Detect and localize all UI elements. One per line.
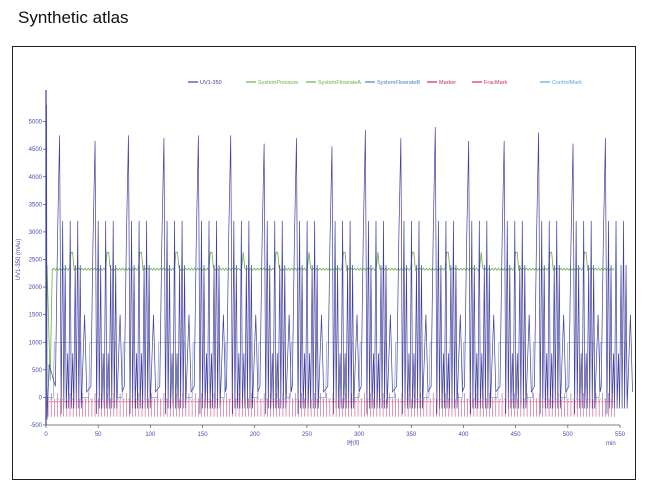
y-axis-label: UV1-350 (mAu)	[16, 239, 22, 281]
y-tick-label: 4500	[29, 147, 43, 153]
y-tick-label: 2500	[29, 258, 43, 264]
y-tick-label: 5000	[29, 120, 43, 126]
x-tick-label: 300	[354, 432, 365, 438]
y-tick-label: 0	[39, 395, 43, 401]
y-tick-label: 1500	[29, 313, 43, 319]
legend-label: Marker	[439, 80, 456, 86]
x-tick-label: 100	[145, 432, 156, 438]
slide-title: Synthetic atlas	[18, 8, 129, 27]
chart-frame	[12, 46, 636, 480]
legend-label: SystemFlowrateB	[377, 80, 420, 86]
x-axis: 0 50 100 150 200 250 300 350 400 450 500 550	[44, 424, 626, 438]
legend-label: FracMark	[484, 80, 507, 86]
x-axis-unit: min	[606, 441, 616, 447]
x-tick-label: 400	[458, 432, 469, 438]
legend-label: SystemFlowrateA	[318, 80, 361, 86]
y-tick-label: -500	[30, 423, 43, 429]
x-tick-label: 150	[198, 432, 209, 438]
x-tick-label: 500	[563, 432, 574, 438]
legend-label: SystemPressure	[258, 80, 298, 86]
x-tick-label: 200	[250, 432, 261, 438]
x-tick-label: 450	[511, 432, 522, 438]
y-tick-label: 4000	[29, 175, 43, 181]
series-uv1-350	[45, 105, 633, 420]
chart-legend: UV1-350 SystemPressure SystemFlowrateA Syst…	[188, 80, 582, 86]
legend-label: ControlMark	[552, 80, 582, 86]
y-tick-label: 500	[32, 368, 43, 374]
y-axis: -500 0 500 1000 1500 2000 2500 3000 3500 4000 4500…	[29, 90, 47, 429]
y-tick-label: 3000	[29, 230, 43, 236]
x-tick-label: 50	[95, 432, 102, 438]
x-axis-label: 时间	[347, 439, 359, 447]
x-tick-label: 550	[615, 432, 626, 438]
x-tick-label: 250	[302, 432, 313, 438]
legend-label: UV1-350	[200, 80, 222, 86]
y-tick-label: 2000	[29, 285, 43, 291]
plot-area	[45, 105, 633, 420]
y-tick-label: 1000	[29, 340, 43, 346]
x-tick-label: 350	[406, 432, 417, 438]
y-tick-label: 3500	[29, 202, 43, 208]
x-tick-label: 0	[44, 432, 48, 438]
